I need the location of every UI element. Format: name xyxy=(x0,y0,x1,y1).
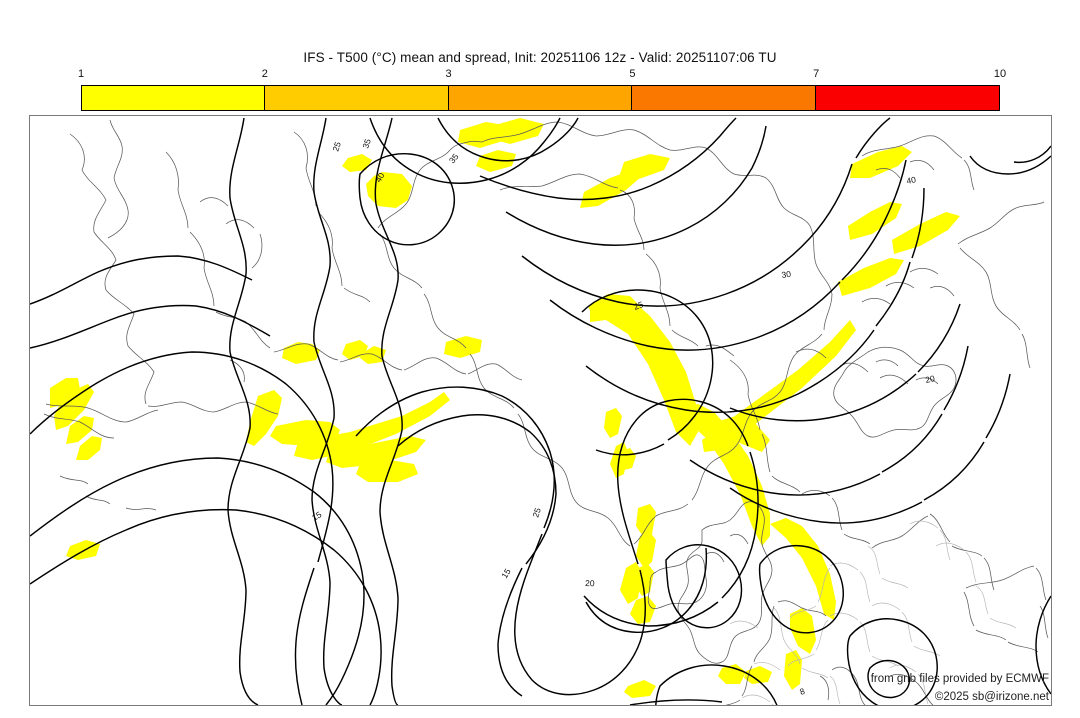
coastline-layer xyxy=(43,119,1049,705)
colorbar-band-1-2 xyxy=(82,86,266,110)
contour-label: 35 xyxy=(447,151,461,165)
colorbar-band-3-5 xyxy=(448,86,633,110)
map-panel: 40 30 20 20 25 35 35 40 25 15 25 15 8 xyxy=(29,115,1052,706)
page-title: IFS - T500 (°C) mean and spread, Init: 2… xyxy=(303,50,777,65)
colorbar-tick-2: 3 xyxy=(445,68,452,80)
contour-label: 40 xyxy=(373,171,387,184)
contour-label: 35 xyxy=(360,137,373,149)
colorbar-tick-3: 5 xyxy=(629,68,636,80)
source-credit: from grib files provided by ECMWF xyxy=(870,673,1049,685)
colorbar-bands xyxy=(81,85,1000,111)
colorbar-band-5-7 xyxy=(632,86,816,110)
contour-label: 15 xyxy=(499,567,513,581)
colorbar: 1 2 3 5 7 10 xyxy=(78,68,1006,111)
contour-label: 40 xyxy=(906,174,917,186)
contour-label: 25 xyxy=(330,140,343,152)
contour-label: 20 xyxy=(924,373,936,385)
contour-label: 20 xyxy=(585,578,595,588)
contour-label: 30 xyxy=(781,269,792,280)
contour-label: 8 xyxy=(798,686,806,697)
colorbar-band-2-3 xyxy=(265,86,449,110)
contour-label: 15 xyxy=(310,509,323,523)
contour-layer xyxy=(30,117,1051,705)
colorbar-tick-4: 7 xyxy=(813,68,820,80)
contour-label: 25 xyxy=(632,299,645,312)
map-canvas: 40 30 20 20 25 35 35 40 25 15 25 15 8 xyxy=(30,117,1051,705)
copyright-credit: ©2025 sb@irizone.net xyxy=(934,691,1049,703)
colorbar-tick-1: 2 xyxy=(261,68,268,80)
contour-label: 25 xyxy=(530,506,543,518)
colorbar-band-7-10 xyxy=(815,86,999,110)
political-borders-layer xyxy=(729,520,1017,705)
colorbar-tick-5: 10 xyxy=(993,68,1007,80)
colorbar-tick-0: 1 xyxy=(77,68,85,80)
spread-shading-layer xyxy=(50,118,960,698)
